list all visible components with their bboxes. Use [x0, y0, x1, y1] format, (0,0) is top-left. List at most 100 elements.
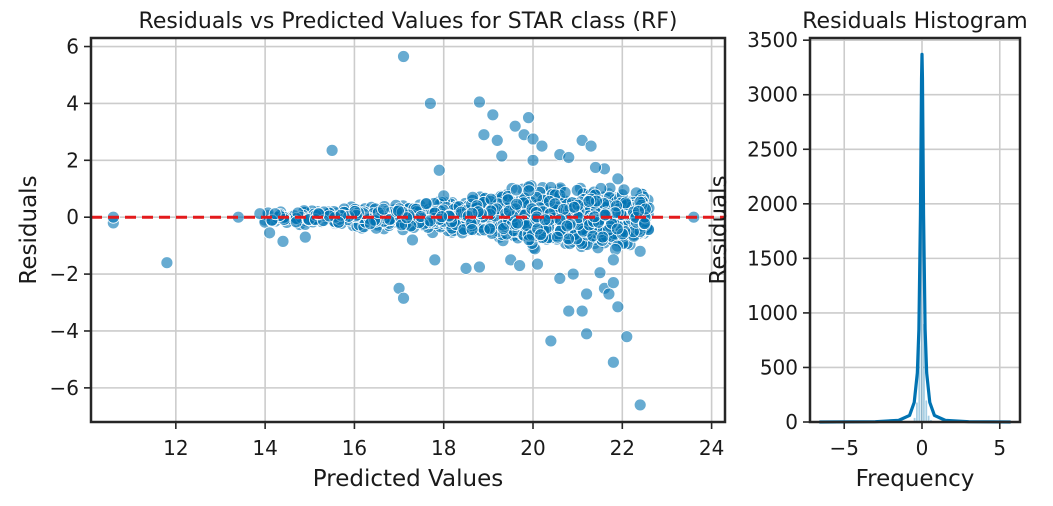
scatter-point: [522, 184, 536, 198]
scatter-point: [513, 259, 527, 272]
scatter-point: [298, 230, 312, 244]
scatter-point: [582, 195, 596, 208]
histogram-grid: [810, 38, 1020, 423]
scatter-point: [465, 223, 479, 236]
histogram-y-tick-label: 500: [760, 355, 798, 379]
scatter-point: [534, 228, 548, 242]
scatter-point: [611, 300, 625, 314]
scatter-point: [558, 186, 572, 199]
histogram-ticks: −5 0 5 0 500 1000 1500 2000 2500 3000 3500: [747, 28, 1006, 460]
scatter-point: [606, 276, 620, 290]
scatter-x-tick-label: 22: [610, 436, 635, 460]
scatter-point: [473, 95, 486, 109]
scatter-point: [391, 204, 405, 218]
scatter-point: [609, 242, 622, 256]
scatter-point: [348, 204, 362, 218]
scatter-point: [544, 334, 558, 348]
scatter-x-tick-label: 20: [520, 436, 545, 460]
scatter-point: [580, 287, 593, 301]
scatter-point: [160, 256, 174, 270]
scatter-point: [566, 267, 580, 281]
scatter-point: [535, 139, 549, 153]
scatter-point: [406, 233, 419, 247]
scatter-x-tick-label: 14: [252, 436, 277, 460]
scatter-point: [593, 266, 607, 280]
scatter-x-tick-label: 12: [163, 436, 188, 460]
scatter-point: [437, 189, 451, 203]
histogram-y-tick-label: 0: [785, 410, 798, 434]
histogram-y-tick-label: 2500: [747, 137, 798, 161]
scatter-point: [511, 216, 524, 230]
scatter-y-tick-label: −6: [50, 376, 79, 400]
scatter-point: [606, 355, 620, 369]
scatter-point: [263, 226, 276, 240]
histogram-y-axis-label: Residuals: [706, 175, 732, 284]
scatter-point: [490, 133, 504, 147]
scatter-point: [638, 217, 652, 230]
scatter-point: [610, 222, 624, 236]
scatter-point: [483, 222, 497, 236]
scatter-point: [617, 183, 631, 197]
scatter-point: [522, 111, 535, 125]
histogram-kde-line: [819, 52, 1011, 424]
scatter-point: [325, 143, 339, 157]
histogram-x-tick-label: 5: [993, 436, 1006, 460]
histogram-y-tick-label: 2000: [747, 192, 798, 216]
scatter-point: [620, 330, 634, 344]
scatter-x-axis-label: Predicted Values: [313, 466, 503, 492]
scatter-point: [508, 119, 522, 133]
scatter-title: Residuals vs Predicted Values for STAR c…: [139, 9, 678, 34]
histogram-y-tick-label: 3500: [747, 28, 798, 52]
scatter-point: [551, 230, 564, 244]
scatter-point: [276, 234, 290, 248]
scatter-point: [553, 271, 567, 285]
scatter-point: [397, 50, 410, 63]
scatter-points: [106, 50, 701, 412]
scatter-y-tick-label: −2: [50, 262, 79, 286]
scatter-point: [477, 128, 491, 142]
scatter-point: [509, 183, 523, 197]
histogram-panel: −5 0 5 0 500 1000 1500 2000 2500 3000 3500 Residua…: [706, 9, 1028, 492]
scatter-y-tick-label: 6: [66, 35, 79, 59]
scatter-point: [560, 219, 574, 233]
scatter-point: [580, 327, 593, 341]
scatter-point: [459, 261, 473, 275]
scatter-point: [397, 291, 410, 305]
histogram-y-tick-label: 1500: [747, 246, 798, 270]
scatter-point: [473, 260, 486, 274]
scatter-point: [522, 233, 536, 247]
scatter-point: [562, 151, 576, 164]
scatter-point: [596, 230, 610, 244]
scatter-point: [526, 132, 540, 146]
scatter-point: [432, 163, 446, 177]
scatter-point: [633, 398, 647, 412]
scatter-point: [562, 232, 576, 246]
scatter-point: [497, 222, 510, 235]
histogram-title: Residuals Histogram: [802, 9, 1028, 34]
scatter-y-axis-label: Residuals: [16, 175, 42, 284]
scatter-y-tick-label: 2: [66, 148, 79, 172]
scatter-point: [486, 108, 500, 122]
histogram-x-tick-label: −5: [829, 436, 858, 460]
histogram-y-tick-label: 3000: [747, 83, 798, 107]
scatter-point: [632, 204, 645, 218]
scatter-y-tick-label: −4: [50, 319, 79, 343]
histogram-bar: [924, 399, 928, 423]
scatter-x-tick-label: 16: [342, 436, 367, 460]
scatter-point: [423, 97, 437, 110]
scatter-y-tick-label: 0: [66, 205, 79, 229]
scatter-point: [363, 217, 377, 231]
scatter-point: [377, 202, 390, 216]
histogram-bar: [915, 402, 919, 423]
scatter-x-tick-label: 18: [431, 436, 456, 460]
scatter-axes-frame: [89, 36, 727, 424]
scatter-point: [589, 161, 602, 174]
scatter-point: [598, 208, 612, 222]
scatter-point: [633, 244, 647, 258]
histogram-x-tick-label: 0: [916, 436, 929, 460]
histogram-x-axis-label: Frequency: [856, 466, 975, 492]
scatter-point: [531, 257, 544, 271]
